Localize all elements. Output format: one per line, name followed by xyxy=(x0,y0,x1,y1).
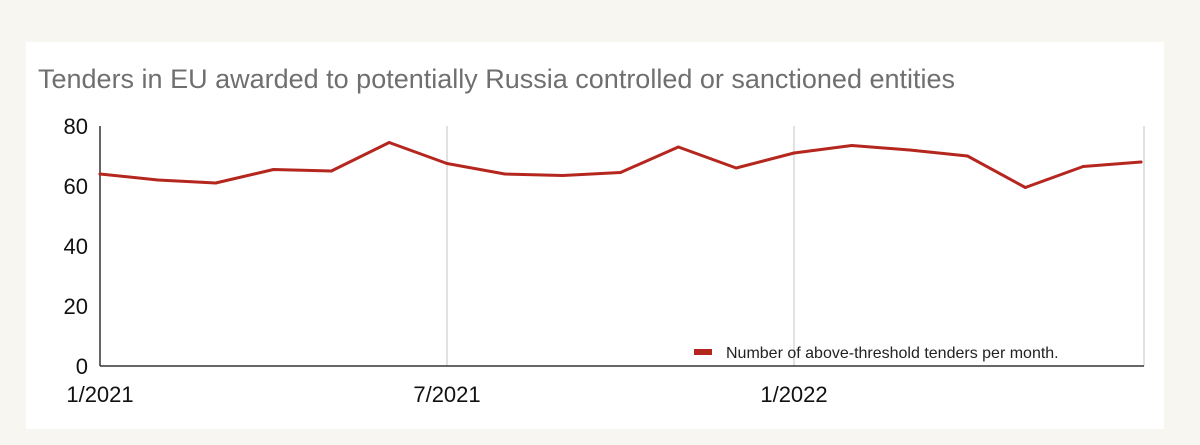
data-point xyxy=(908,148,912,152)
legend-label: Number of above-threshold tenders per mo… xyxy=(726,345,1059,362)
y-tick-label: 0 xyxy=(76,354,88,379)
series-group xyxy=(98,141,1143,189)
y-tick-label: 20 xyxy=(64,294,88,319)
data-point xyxy=(272,168,275,171)
data-point xyxy=(98,172,102,176)
data-point xyxy=(619,171,622,174)
data-point xyxy=(329,169,333,173)
data-point xyxy=(850,144,854,147)
data-point xyxy=(734,166,738,170)
data-point xyxy=(1139,160,1143,164)
x-tick-label: 7/2021 xyxy=(413,382,480,407)
data-point xyxy=(445,162,449,165)
data-point xyxy=(676,145,680,149)
chart-card xyxy=(26,42,1164,429)
x-tick-label: 1/2021 xyxy=(66,382,133,407)
data-point xyxy=(214,181,218,185)
data-point xyxy=(966,154,969,158)
y-tick-label: 80 xyxy=(64,114,88,139)
data-point xyxy=(1081,165,1085,168)
grid-lines xyxy=(446,126,1145,366)
axes xyxy=(99,126,1144,367)
y-tick-label: 40 xyxy=(64,234,88,259)
legend-swatch xyxy=(694,349,712,355)
x-tick-label: 1/2022 xyxy=(760,382,827,407)
legend: Number of above-threshold tenders per mo… xyxy=(694,345,1059,362)
data-point xyxy=(561,174,565,177)
data-point xyxy=(503,172,507,176)
data-point xyxy=(1023,186,1027,189)
tick-labels: 0 20 40 60 80 1/2021 7/2021 1/2022 xyxy=(64,114,828,407)
data-point xyxy=(156,178,160,182)
data-point xyxy=(387,141,391,144)
y-tick-label: 60 xyxy=(64,174,88,199)
data-point xyxy=(792,151,796,155)
series-line xyxy=(98,141,1143,189)
chart-title: Tenders in EU awarded to potentially Rus… xyxy=(38,64,956,94)
